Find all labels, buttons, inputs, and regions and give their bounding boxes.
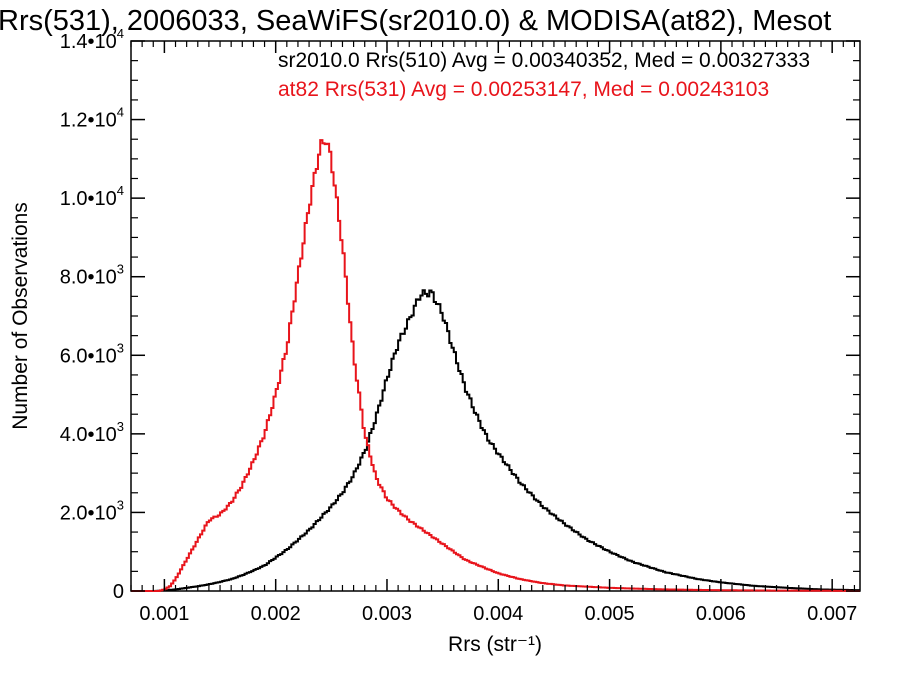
x-axis: 0.001 0.002 0.003 0.004 0.005 0.006 0.007 — [130, 41, 857, 625]
y-tick-label: 6.0•103 — [60, 340, 124, 367]
y-tick-label: 1.2•104 — [60, 105, 124, 132]
y-tick-label: 8.0•103 — [60, 262, 124, 289]
chart-title: Rrs(531), 2006033, SeaWiFS(sr2010.0) & M… — [0, 5, 831, 37]
y-axis: 0 2.0•103 4.0•103 6.0•103 8.0•103 1.0•104 1.2•… — [60, 26, 860, 603]
y-axis-label: Number of Observations — [9, 202, 32, 430]
x-axis-label: Rrs (str⁻¹) — [448, 633, 542, 656]
y-tick-label: 2.0•103 — [60, 497, 124, 524]
x-tick-label: 0.002 — [251, 603, 301, 625]
x-tick-label: 0.006 — [696, 603, 746, 625]
x-tick-label: 0.004 — [473, 603, 523, 625]
y-tick-label: 0 — [113, 581, 124, 603]
legend: sr2010.0 Rrs(510) Avg = 0.00340352, Med … — [278, 49, 810, 101]
x-tick-label: 0.005 — [585, 603, 635, 625]
plot-frame — [130, 40, 861, 592]
x-tick-label: 0.003 — [362, 603, 412, 625]
series-line-1 — [131, 139, 860, 592]
x-tick-label: 0.007 — [807, 603, 857, 625]
y-tick-label: 4.0•103 — [60, 419, 124, 446]
legend-entry-at82: at82 Rrs(531) Avg = 0.00253147, Med = 0.… — [278, 78, 769, 101]
x-tick-label: 0.001 — [139, 603, 189, 625]
y-tick-label: 1.4•104 — [60, 26, 124, 53]
y-tick-label: 1.0•104 — [60, 183, 124, 210]
legend-entry-sr2010: sr2010.0 Rrs(510) Avg = 0.00340352, Med … — [278, 49, 810, 72]
series-line-0 — [131, 289, 860, 592]
series-layer — [131, 139, 860, 592]
